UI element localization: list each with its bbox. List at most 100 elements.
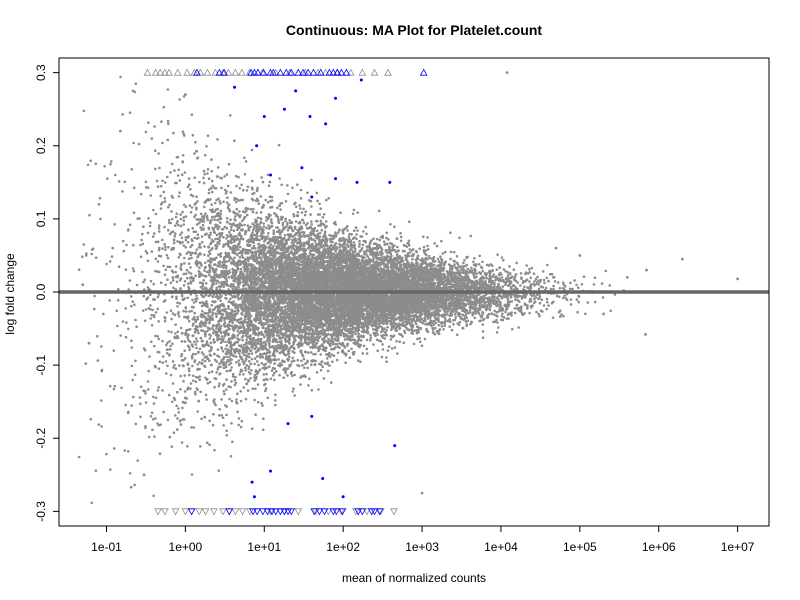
gene-point [177, 411, 180, 414]
gene-point [229, 238, 233, 242]
gene-point [267, 227, 271, 230]
gene-point [577, 300, 580, 304]
gene-point [150, 137, 154, 140]
gene-point [233, 383, 237, 387]
gene-point [156, 240, 160, 243]
gene-point [188, 346, 191, 349]
gene-point [216, 166, 220, 169]
gene-point [389, 223, 392, 226]
gene-point [321, 222, 325, 226]
gene-point [164, 248, 167, 251]
gene-point [93, 294, 96, 298]
gene-point [181, 154, 185, 157]
gene-point [215, 327, 218, 330]
gene-point [230, 228, 233, 231]
gene-point [131, 378, 134, 382]
gene-point [194, 230, 198, 234]
gene-point [281, 221, 285, 225]
gene-point [435, 244, 439, 248]
gene-point [385, 360, 388, 364]
gene-point [317, 388, 320, 391]
gene-point [211, 313, 214, 317]
gene-point [292, 387, 295, 391]
gene-point [90, 252, 93, 256]
gene-point [229, 218, 232, 221]
gene-point [133, 90, 137, 94]
gene-point [202, 176, 205, 180]
gene-point [245, 364, 249, 367]
gene-point [608, 284, 611, 287]
gene-point [504, 310, 507, 314]
gene-point [166, 418, 170, 422]
gene-point [255, 211, 258, 215]
gene-point [154, 417, 157, 420]
gene-point [249, 225, 252, 229]
gene-point [171, 342, 174, 346]
gene-point [237, 417, 241, 420]
gene-point [186, 185, 190, 189]
gene-point [192, 315, 196, 319]
gene-point [134, 318, 137, 322]
gene-point [561, 281, 565, 285]
gene-point [133, 303, 136, 307]
gene-point [245, 321, 248, 324]
gene-point [245, 338, 248, 342]
gene-point [211, 311, 215, 315]
gene-point [153, 232, 156, 235]
gene-point [210, 179, 214, 183]
gene-point [165, 343, 168, 347]
gene-point [186, 282, 190, 286]
gene-point [142, 280, 145, 284]
gene-point [154, 269, 157, 273]
gene-point [249, 207, 253, 211]
gene-point [344, 361, 347, 365]
gene-point [181, 406, 184, 410]
gene-point [301, 322, 304, 326]
gene-point [162, 264, 165, 268]
gene-point [215, 175, 219, 178]
gene-point [333, 220, 337, 224]
gene-point [427, 254, 431, 258]
gene-point [242, 296, 246, 300]
gene-point [537, 287, 541, 291]
gene-point [407, 239, 411, 243]
gene-point [249, 314, 253, 318]
gene-point [139, 192, 143, 196]
gene-point [284, 200, 288, 203]
gene-point [224, 340, 227, 344]
gene-point [153, 125, 156, 128]
gene-point [120, 386, 123, 390]
gene-point [154, 311, 158, 314]
gene-point [269, 214, 272, 217]
gene-point [207, 250, 211, 253]
gene-point [220, 335, 224, 338]
gene-point [525, 278, 529, 282]
gene-point [516, 281, 519, 284]
gene-point [546, 263, 549, 267]
gene-point [255, 360, 259, 363]
gene-point [196, 368, 199, 371]
gene-point [240, 419, 244, 423]
gene-point [356, 211, 360, 214]
gene-point [223, 392, 226, 396]
gene-point [246, 224, 250, 227]
gene-point [206, 259, 210, 263]
gene-point [180, 294, 184, 298]
gene-point [130, 339, 133, 343]
gene-point [141, 242, 145, 246]
gene-point [194, 343, 198, 346]
gene-point [275, 334, 279, 337]
gene-point [134, 82, 138, 85]
gene-point [314, 352, 317, 356]
gene-point [402, 341, 406, 345]
gene-point [150, 313, 153, 317]
gene-point [131, 267, 135, 270]
gene-point [174, 288, 178, 291]
gene-point [308, 377, 311, 381]
gene-point [299, 197, 303, 200]
gene-point [266, 173, 270, 177]
gene-point [580, 283, 584, 286]
gene-point [179, 268, 183, 272]
gene-point [197, 331, 200, 335]
